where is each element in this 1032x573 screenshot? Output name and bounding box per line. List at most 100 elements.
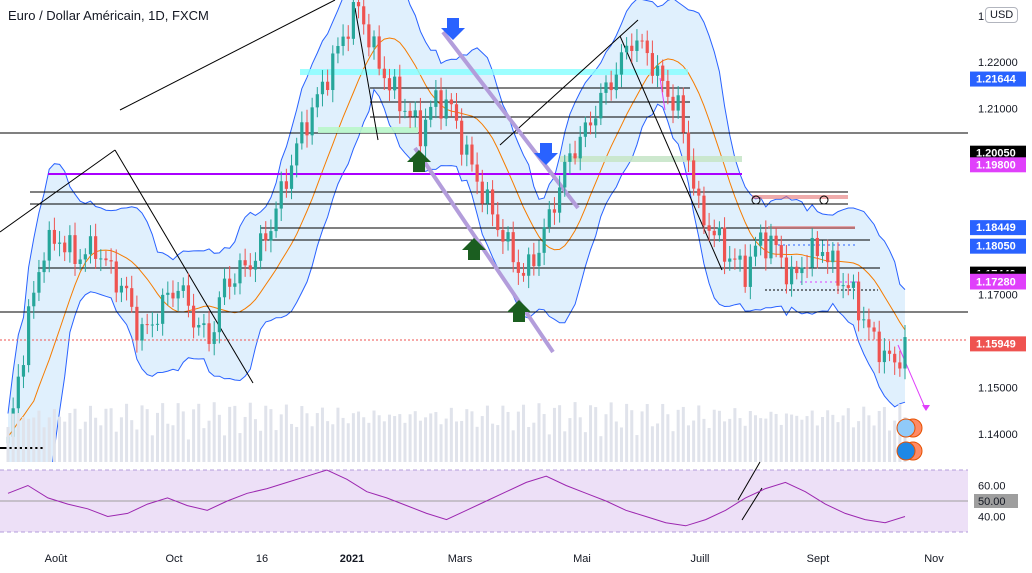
volume-bar [650, 426, 654, 462]
candle-body [37, 272, 41, 293]
currency-badge[interactable]: USD [985, 7, 1019, 23]
volume-bar [73, 408, 77, 462]
candle-body [475, 164, 479, 182]
candle-body [630, 45, 634, 52]
volume-bar [619, 427, 623, 462]
volume-bar [465, 409, 469, 462]
volume-bar [712, 409, 716, 462]
candle-body [826, 251, 830, 263]
candlesticks [6, 0, 907, 456]
volume-bar [573, 402, 577, 462]
volume-bar [810, 410, 814, 462]
volume-bar [238, 433, 242, 462]
volume-bar [290, 423, 294, 462]
volume-bar [372, 410, 376, 462]
x-tick-label: Mai [573, 553, 591, 565]
candle-body [820, 251, 825, 257]
volume-bar [723, 421, 727, 462]
volume-bar [522, 404, 526, 462]
candle-body [155, 323, 160, 325]
volume-bar [16, 413, 20, 462]
volume-bar [130, 420, 134, 462]
candle-body [728, 258, 732, 262]
arrow-down-icon [534, 143, 558, 165]
volume-bar [336, 407, 340, 462]
volume-bar [357, 411, 361, 462]
candle-body [532, 254, 536, 267]
candle-body [784, 257, 789, 285]
volume-bar [599, 436, 603, 462]
y-tick-label: 1.21000 [978, 104, 1018, 116]
volume-bar [259, 430, 263, 462]
volume-bar [434, 412, 438, 462]
volume-bar [295, 426, 299, 462]
candle-body [506, 232, 510, 242]
volume-bar [300, 406, 304, 462]
price-label: 1.18449 [976, 222, 1016, 234]
candle-body [831, 250, 835, 263]
candle-body [743, 255, 747, 287]
volume-bar [784, 413, 788, 462]
candle-body [186, 285, 191, 306]
candle-body [800, 267, 804, 274]
candle-body [558, 187, 562, 213]
volume-bar [836, 422, 840, 462]
volume-bar [877, 410, 881, 462]
volume-bar [346, 423, 350, 462]
candle-body [243, 260, 247, 266]
candle-body [413, 110, 417, 117]
candle-body [707, 225, 711, 231]
volume-bar [625, 403, 629, 462]
volume-bar [594, 407, 598, 462]
arrow-up-icon [407, 150, 431, 172]
candle-body [480, 181, 484, 204]
price-labels: 1.216441.200501.198001.184491.180501.174… [970, 71, 1026, 352]
x-tick-label: Juill [691, 553, 710, 565]
volume-bar [341, 417, 345, 462]
candle-body [836, 250, 840, 286]
candle-body [625, 45, 629, 53]
volume-bar [697, 405, 701, 462]
x-tick-label: Oct [165, 553, 182, 565]
candle-body [68, 235, 72, 253]
candle-body [135, 306, 139, 341]
volume-bar [578, 417, 582, 462]
volume-bar [671, 431, 675, 462]
volume-bar [413, 411, 417, 462]
volume-bar [377, 415, 381, 462]
candle-body [88, 236, 93, 255]
volume-bar [583, 432, 587, 462]
candle-body [676, 95, 680, 111]
candle-body [315, 94, 319, 108]
volume-bar [686, 425, 690, 462]
volume-bar [903, 417, 907, 462]
candle-body [310, 107, 314, 136]
candle-body [857, 281, 861, 321]
candle-body [238, 260, 242, 284]
candle-body [573, 153, 577, 159]
price-label: 1.15949 [976, 338, 1016, 350]
candle-body [202, 323, 206, 326]
candle-body [284, 181, 288, 189]
candle-body [259, 233, 263, 261]
candle-body [171, 292, 175, 299]
volume-bar [532, 422, 536, 462]
candle-body [197, 325, 201, 328]
candle-body [666, 80, 670, 97]
volume-bar [547, 434, 551, 462]
support-resistance-lines [0, 69, 968, 449]
candle-body [233, 283, 237, 287]
candle-body [42, 260, 46, 273]
bollinger-lower [7, 88, 906, 462]
candle-body [501, 230, 505, 242]
candle-body [32, 292, 36, 307]
candle-body [253, 260, 258, 270]
candle-body [583, 122, 587, 137]
volume-bar [351, 413, 355, 462]
volume-bar [893, 420, 897, 462]
candle-body [722, 227, 727, 262]
volume-bar [882, 407, 886, 462]
candle-body [810, 237, 814, 268]
volume-bar [27, 418, 31, 462]
volume-bar [862, 406, 866, 462]
